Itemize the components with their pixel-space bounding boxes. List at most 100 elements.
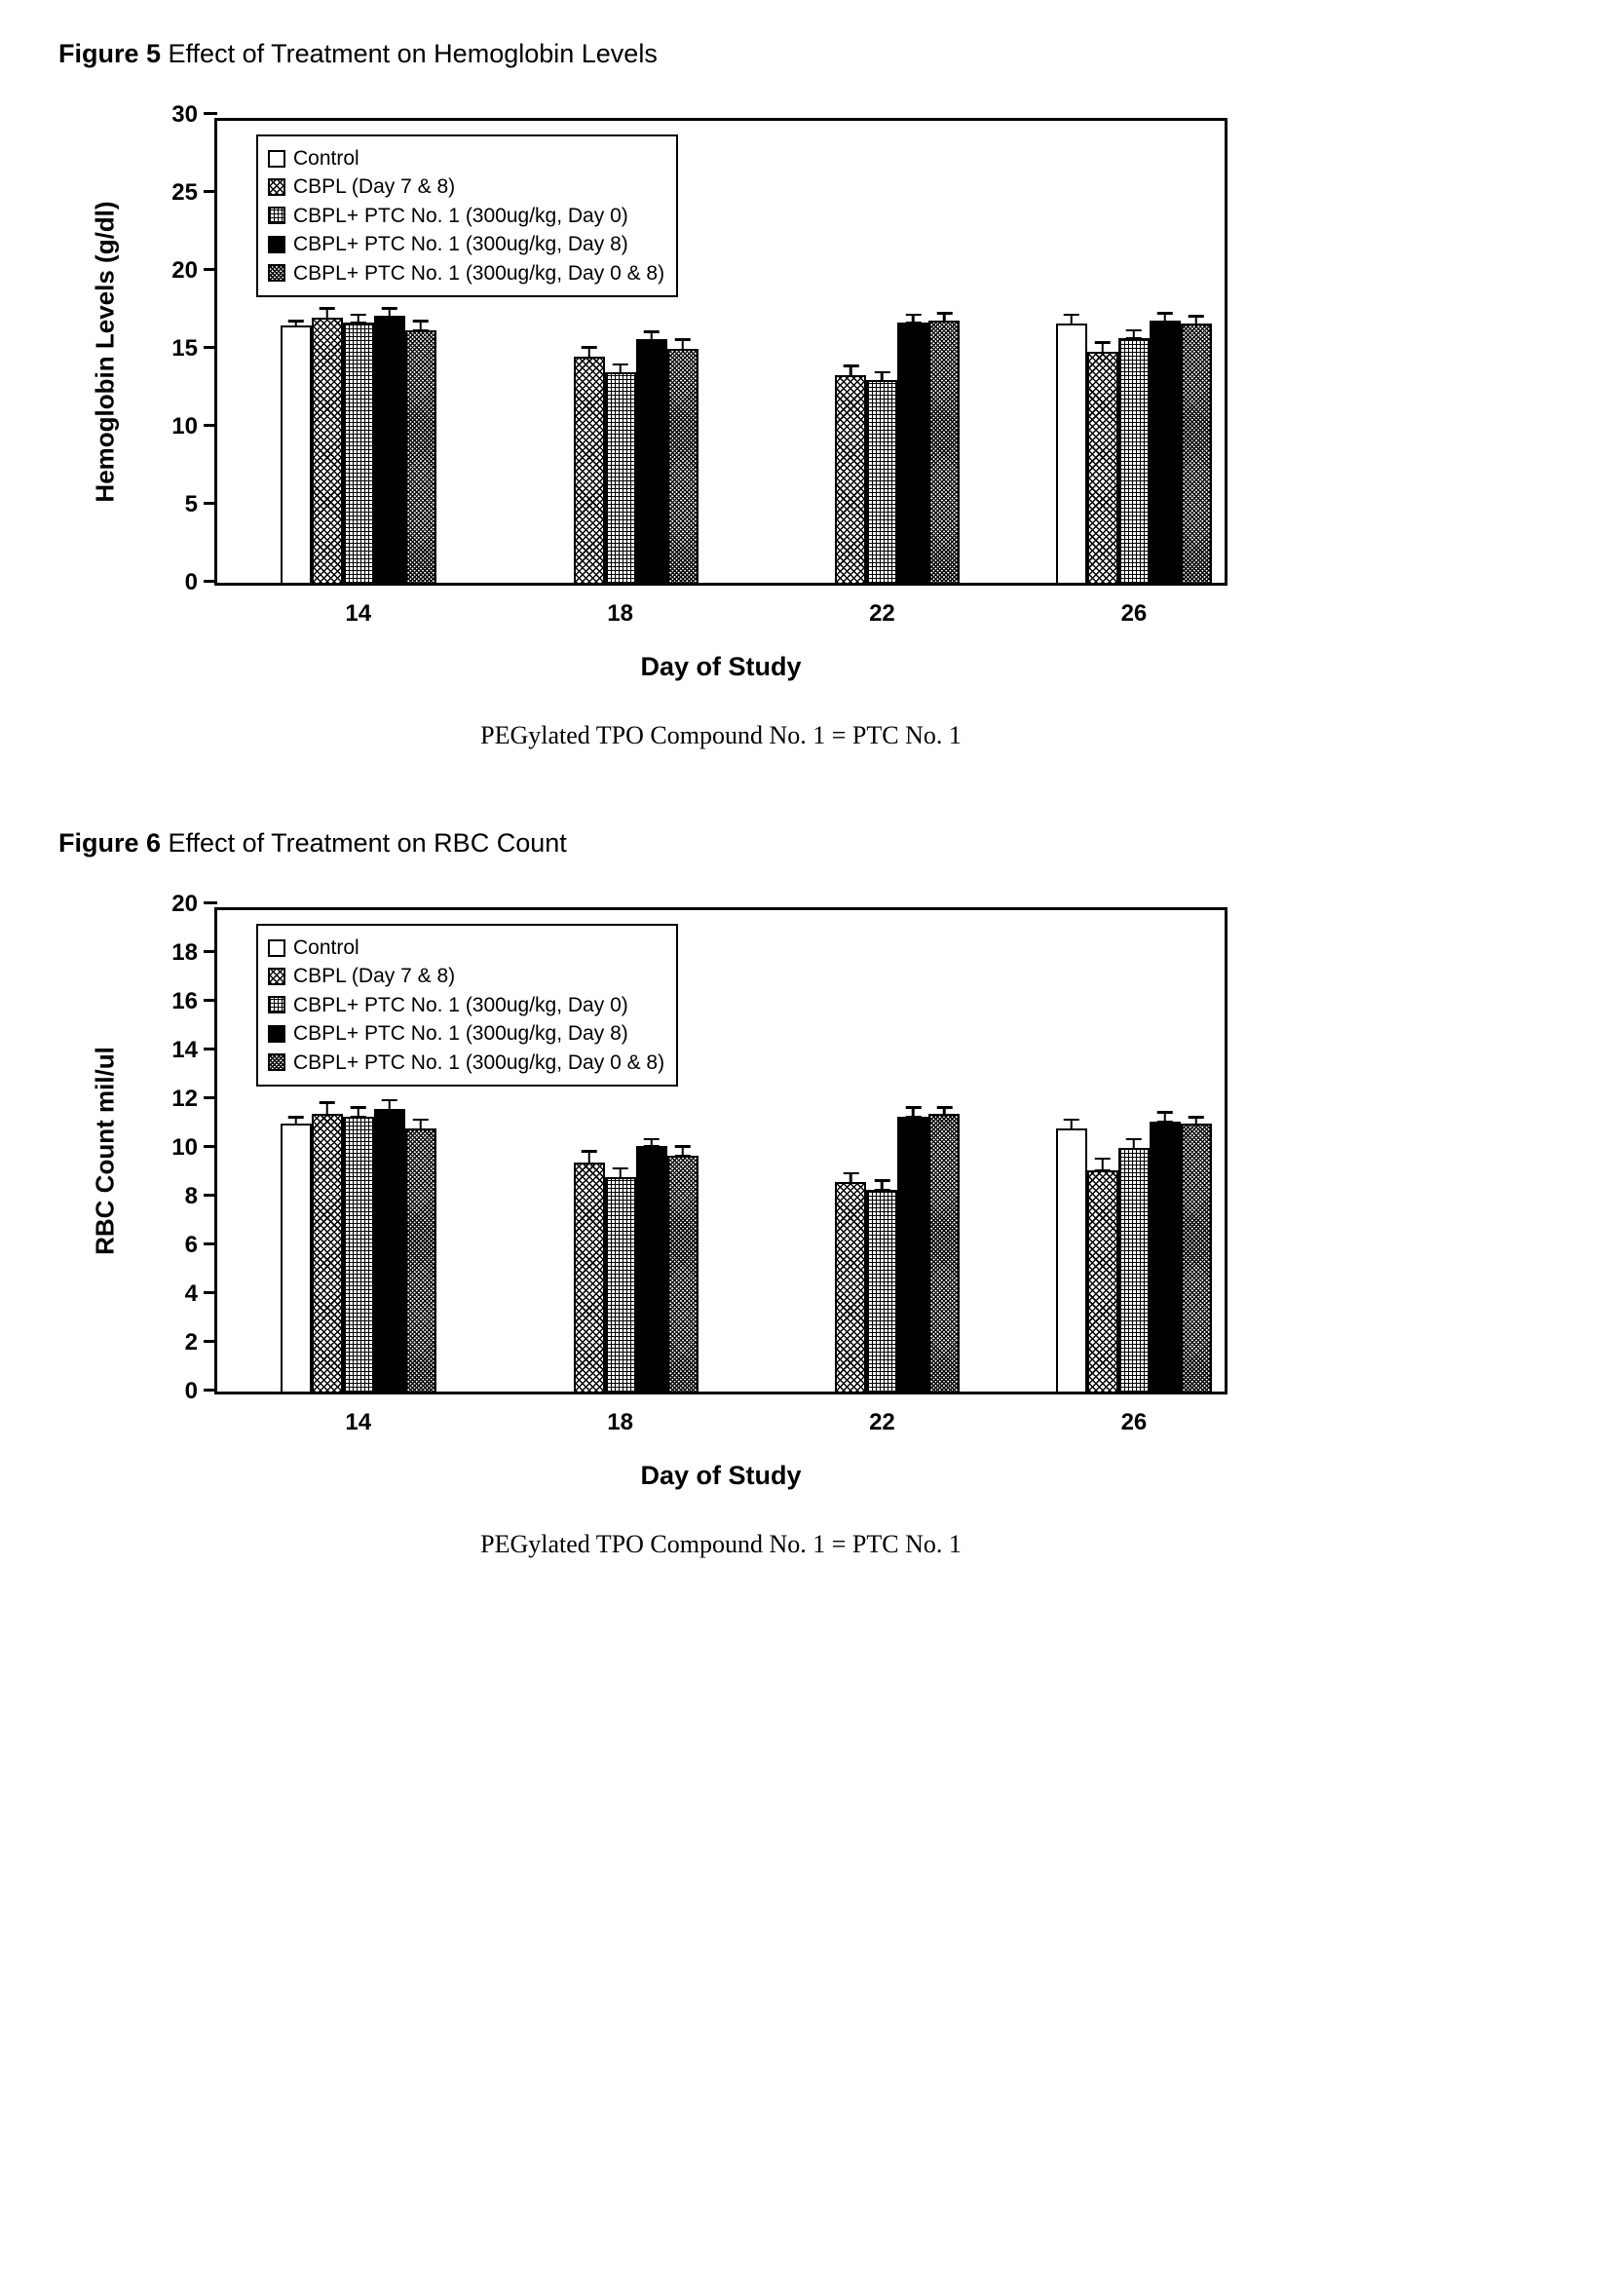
error-bar-up — [1164, 1111, 1167, 1124]
legend-label: Control — [293, 934, 359, 962]
bar — [1118, 338, 1150, 583]
legend-row: Control — [268, 934, 664, 962]
bar-group — [1056, 321, 1212, 583]
y-tick-label: 5 — [185, 491, 217, 518]
x-tick-label: 18 — [607, 600, 633, 628]
bar — [667, 349, 699, 583]
bar — [312, 318, 343, 583]
error-bar-up — [358, 1106, 360, 1119]
y-tick-label: 0 — [185, 1378, 217, 1405]
legend-label: CBPL (Day 7 & 8) — [293, 962, 455, 990]
legend-swatch — [268, 1025, 285, 1043]
error-bar-up — [1102, 341, 1105, 354]
legend-label: CBPL (Day 7 & 8) — [293, 172, 455, 201]
x-tick-label: 14 — [345, 1409, 371, 1436]
error-bar-up — [850, 364, 852, 377]
error-bar-up — [619, 363, 622, 374]
y-tick-label: 15 — [171, 335, 217, 363]
legend-row: CBPL+ PTC No. 1 (300ug/kg, Day 8) — [268, 230, 664, 258]
error-bar-up — [587, 346, 590, 359]
y-tick-label: 2 — [185, 1329, 217, 1356]
bar — [1150, 1122, 1181, 1393]
bar — [1181, 324, 1212, 583]
y-tick-label: 4 — [185, 1280, 217, 1308]
bar — [405, 330, 436, 583]
x-tick-label: 18 — [607, 1409, 633, 1436]
bar — [897, 1117, 928, 1393]
y-tick-label: 10 — [171, 413, 217, 440]
bar — [405, 1128, 436, 1392]
legend-row: CBPL+ PTC No. 1 (300ug/kg, Day 0) — [268, 202, 664, 230]
chart-caption: PEGylated TPO Compound No. 1 = PTC No. 1 — [214, 1530, 1227, 1559]
y-tick-label: 20 — [171, 257, 217, 285]
figure-title-text: Effect of Treatment on RBC Count — [161, 828, 567, 858]
error-bar-up — [1071, 1119, 1074, 1131]
bar — [667, 1156, 699, 1393]
fig5-title: Figure 5 Effect of Treatment on Hemoglob… — [58, 39, 1566, 69]
chart-caption: PEGylated TPO Compound No. 1 = PTC No. 1 — [214, 721, 1227, 750]
bar — [1056, 1128, 1087, 1392]
error-bar-up — [881, 1179, 884, 1192]
figure-number: Figure 5 — [58, 39, 161, 68]
error-bar-up — [326, 307, 329, 320]
bar — [1087, 352, 1118, 583]
bar — [835, 1182, 866, 1392]
bar — [636, 1146, 667, 1393]
legend-row: CBPL+ PTC No. 1 (300ug/kg, Day 0 & 8) — [268, 1049, 664, 1077]
error-bar-up — [943, 1106, 946, 1116]
x-tick-label: 26 — [1121, 600, 1148, 628]
x-tick-label: 14 — [345, 600, 371, 628]
legend-swatch — [268, 968, 285, 985]
legend-row: CBPL+ PTC No. 1 (300ug/kg, Day 0 & 8) — [268, 259, 664, 287]
error-bar-up — [1071, 314, 1074, 326]
chart-frame: RBC Count mil/ul02468101214161820Control… — [214, 907, 1227, 1394]
figure-title-text: Effect of Treatment on Hemoglobin Levels — [161, 39, 658, 68]
bar — [312, 1114, 343, 1392]
legend-swatch — [268, 939, 285, 957]
legend-row: Control — [268, 144, 664, 172]
fig5-block: Figure 5 Effect of Treatment on Hemoglob… — [58, 39, 1566, 750]
error-bar-up — [326, 1101, 329, 1116]
y-axis-title: RBC Count mil/ul — [91, 1047, 121, 1255]
y-tick-label: 6 — [185, 1232, 217, 1259]
bar — [574, 357, 605, 583]
x-axis-title: Day of Study — [214, 652, 1227, 682]
legend-row: CBPL+ PTC No. 1 (300ug/kg, Day 8) — [268, 1019, 664, 1048]
bar-group — [804, 1114, 960, 1392]
error-bar-up — [681, 338, 684, 351]
y-tick-label: 18 — [171, 939, 217, 967]
error-bar-up — [1133, 329, 1136, 340]
y-axis-title: Hemoglobin Levels (g/dl) — [91, 201, 121, 502]
y-tick-label: 12 — [171, 1086, 217, 1113]
bar — [343, 1117, 374, 1393]
y-tick-label: 16 — [171, 988, 217, 1015]
bar — [281, 325, 312, 583]
error-bar-up — [1195, 315, 1198, 325]
y-tick-label: 8 — [185, 1183, 217, 1210]
legend-row: CBPL+ PTC No. 1 (300ug/kg, Day 0) — [268, 991, 664, 1019]
bar — [374, 316, 405, 583]
bar — [897, 323, 928, 583]
legend-swatch — [268, 207, 285, 224]
fig6-block: Figure 6 Effect of Treatment on RBC Coun… — [58, 828, 1566, 1559]
error-bar-up — [619, 1167, 622, 1180]
bar — [835, 375, 866, 583]
bar — [1150, 321, 1181, 583]
fig5-chart: Hemoglobin Levels (g/dl)051015202530Cont… — [214, 118, 1227, 750]
bar — [866, 1190, 897, 1393]
y-tick-label: 14 — [171, 1037, 217, 1064]
bar — [636, 339, 667, 583]
bar — [866, 380, 897, 583]
error-bar-up — [1102, 1158, 1105, 1172]
bar — [281, 1124, 312, 1392]
bar — [605, 372, 636, 583]
y-tick-label: 20 — [171, 891, 217, 918]
error-bar-up — [912, 1106, 915, 1119]
legend-label: CBPL+ PTC No. 1 (300ug/kg, Day 0) — [293, 202, 628, 230]
figure-number: Figure 6 — [58, 828, 161, 858]
error-bar-up — [389, 307, 392, 318]
error-bar-up — [681, 1145, 684, 1158]
bar-group — [804, 321, 960, 583]
bar — [1056, 324, 1087, 583]
error-bar-up — [389, 1099, 392, 1112]
